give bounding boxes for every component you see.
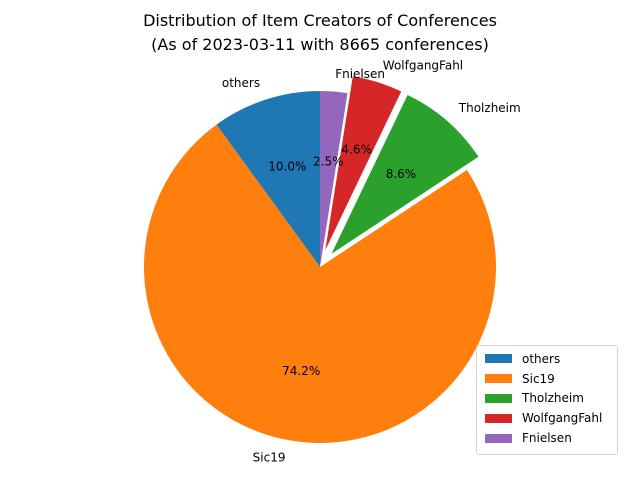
legend-label: Tholzheim	[522, 391, 584, 406]
legend-item-tholzheim: Tholzheim	[477, 389, 617, 409]
percent-label-sic19: 74.2%	[282, 364, 320, 378]
percent-label-fnielsen: 2.5%	[313, 155, 344, 169]
legend-label: Fnielsen	[522, 431, 572, 446]
slice-tholzheim	[331, 94, 479, 254]
slice-label-fnielsen: Fnielsen	[335, 67, 385, 81]
chart-subtitle: (As of 2023-03-11 with 8665 conferences)	[151, 35, 489, 54]
legend-item-fnielsen: Fnielsen	[477, 428, 617, 448]
slice-others	[216, 91, 320, 267]
legend-swatch	[485, 374, 512, 384]
legend-label: WolfgangFahl	[522, 411, 603, 426]
slice-fnielsen	[320, 91, 348, 267]
slice-wolfgangfahl	[325, 76, 402, 251]
legend-swatch	[485, 433, 512, 443]
slice-label-sic19: Sic19	[253, 450, 286, 464]
percent-label-wolfgangfahl: 4.6%	[341, 142, 372, 156]
legend-swatch	[485, 354, 512, 364]
legend-label: Sic19	[522, 371, 555, 386]
percent-label-others: 10.0%	[268, 160, 306, 174]
legend-swatch	[485, 413, 512, 423]
legend-label: others	[522, 351, 561, 366]
legend-item-wolfgangfahl: WolfgangFahl	[477, 408, 617, 428]
pie-slices	[144, 76, 497, 443]
legend-item-others: others	[477, 349, 617, 369]
legend: others Sic19 Tholzheim WolfgangFahl Fnielsen	[476, 345, 618, 455]
slice-label-others: others	[222, 76, 260, 90]
slice-label-wolfgangfahl: WolfgangFahl	[383, 58, 463, 72]
percent-labels: 10.0% 74.2% 8.6% 4.6%2.5%	[268, 142, 416, 378]
slice-sic19	[144, 124, 497, 443]
legend-swatch	[485, 393, 512, 403]
slice-label-tholzheim: Tholzheim	[458, 101, 521, 115]
percent-label-tholzheim: 8.6%	[386, 167, 417, 181]
chart-title: Distribution of Item Creators of Confere…	[143, 11, 497, 30]
legend-item-sic19: Sic19	[477, 369, 617, 389]
